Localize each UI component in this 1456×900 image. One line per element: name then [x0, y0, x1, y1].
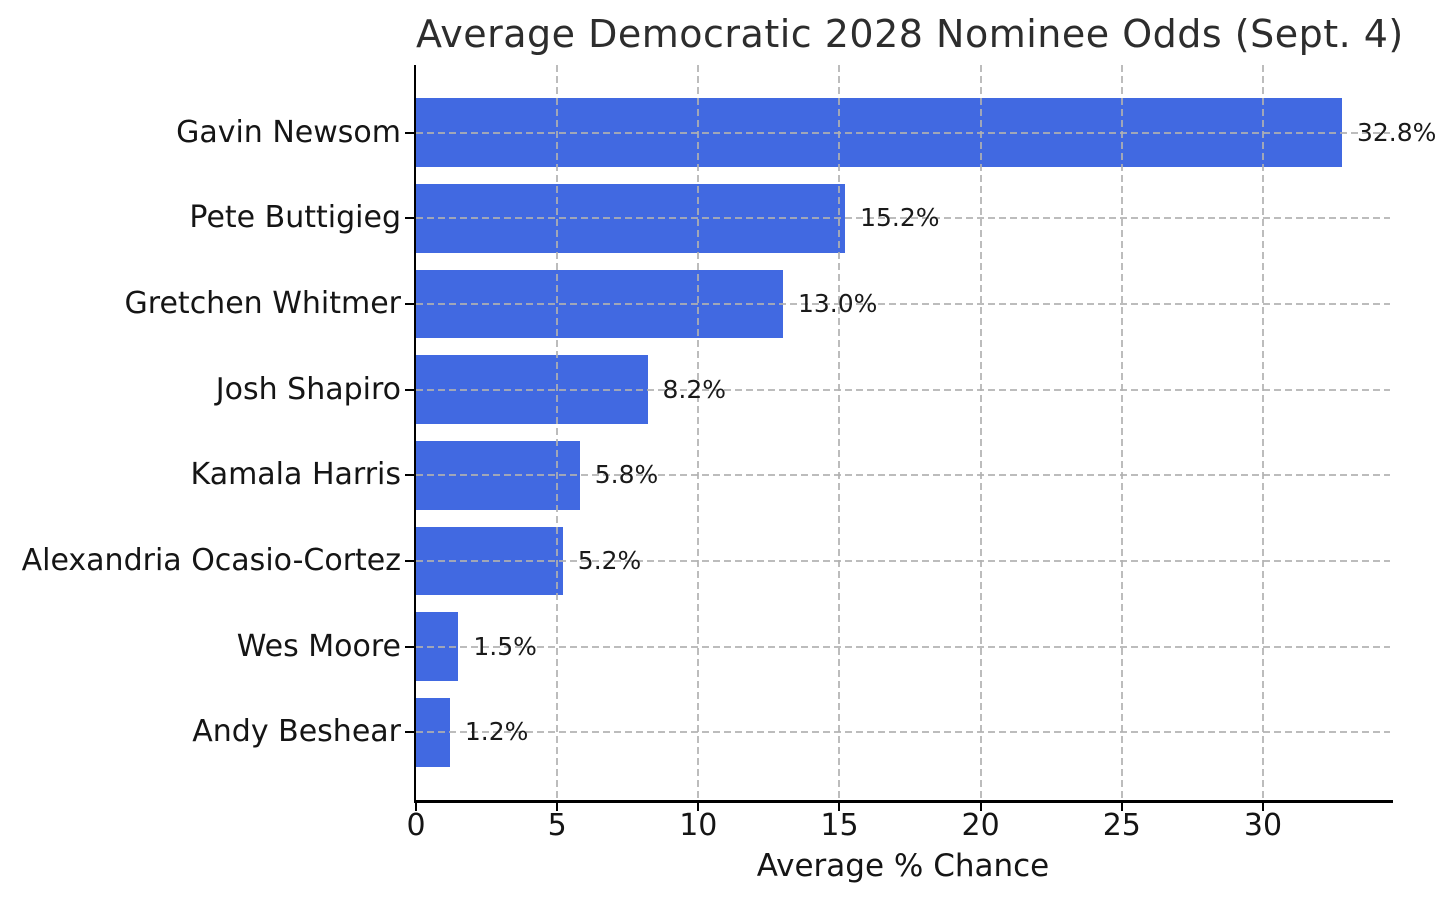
x-axis-tick-label: 20: [961, 808, 1000, 843]
y-tick-mark: [405, 303, 414, 305]
plot-area: 32.8% 15.2% 13.0% 8.2% 5.8% 5.2% 1.5% 1.2%: [405, 65, 1436, 811]
y-tick-mark: [405, 474, 414, 477]
gridline-horizontal: [416, 559, 1390, 562]
x-tick-mark: [556, 802, 559, 811]
x-axis-tick-label: 10: [679, 808, 718, 843]
gridline-horizontal: [416, 388, 1390, 391]
gridline-horizontal: [416, 217, 1390, 220]
gridline-horizontal: [416, 303, 1390, 305]
x-axis-title: Average % Chance: [756, 848, 1050, 884]
x-axis-tick-label: 5: [547, 808, 567, 843]
bar-value-label: 5.2%: [577, 545, 642, 575]
x-tick-mark: [979, 802, 982, 811]
gridline-vertical: [697, 65, 700, 800]
x-tick-mark: [1261, 802, 1264, 811]
gridline-vertical: [556, 65, 559, 800]
bar-value-label: 1.5%: [473, 631, 537, 661]
x-axis-tick-label: 15: [820, 808, 859, 843]
bar-value-label: 13.0%: [798, 288, 878, 318]
x-axis-tick-label: 0: [406, 808, 426, 843]
bar-value-label: 32.8%: [1357, 117, 1437, 147]
y-axis-category-label: Josh Shapiro: [215, 371, 401, 407]
gridline-horizontal: [416, 731, 1390, 734]
y-axis-category-label: Andy Beshear: [192, 714, 401, 750]
bar-value-label: 1.2%: [464, 717, 529, 747]
gridline-horizontal: [416, 645, 1390, 648]
gridline-vertical: [979, 65, 982, 800]
y-tick-mark: [405, 131, 414, 134]
y-axis-category-label: Kamala Harris: [190, 457, 401, 493]
y-axis-category-label: Gretchen Whitmer: [124, 285, 401, 321]
y-axis-category-label: Wes Moore: [236, 628, 401, 664]
bar-value-label: 5.8%: [594, 460, 659, 490]
x-tick-mark: [838, 802, 841, 811]
gridline-vertical: [1120, 65, 1123, 800]
y-tick-mark: [405, 559, 414, 562]
gridline-vertical: [838, 65, 841, 800]
x-axis-tick-label: 25: [1102, 808, 1141, 843]
x-axis-tick-label: 30: [1243, 808, 1283, 843]
y-axis-category-label: Gavin Newsom: [176, 114, 401, 150]
gridline-vertical: [1261, 65, 1264, 800]
x-tick-mark: [1120, 802, 1123, 811]
gridline-horizontal: [416, 131, 1390, 134]
bar-value-label: 15.2%: [860, 203, 940, 233]
chart-title: Average Democratic 2028 Nominee Odds (Se…: [416, 12, 1404, 56]
y-tick-mark: [405, 731, 414, 734]
y-axis-line: [413, 65, 416, 803]
x-tick-mark: [697, 802, 700, 811]
y-tick-mark: [405, 645, 414, 648]
gridline-horizontal: [416, 474, 1390, 477]
y-tick-mark: [405, 217, 414, 220]
x-tick-mark: [415, 802, 417, 811]
x-axis-line: [413, 800, 1393, 803]
y-tick-mark: [405, 388, 414, 391]
y-axis-category-label: Alexandria Ocasio-Cortez: [21, 542, 401, 578]
bar-value-label: 8.2%: [662, 374, 727, 404]
y-axis-category-label: Pete Buttigieg: [189, 200, 401, 236]
